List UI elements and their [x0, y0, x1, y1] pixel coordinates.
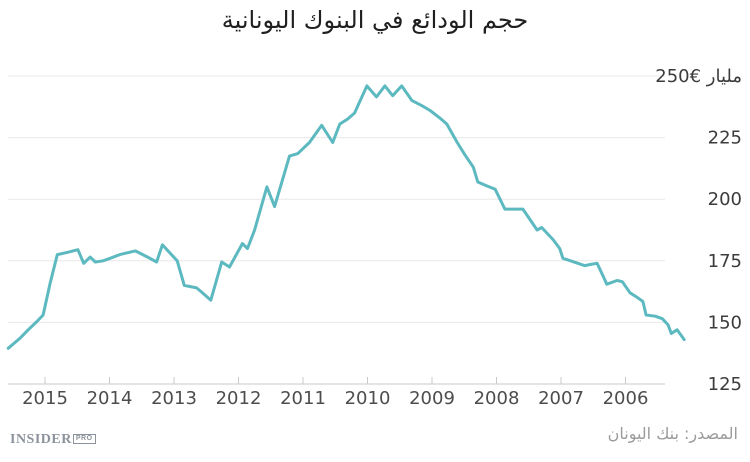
y-axis-label: 150: [708, 312, 742, 333]
y-axis-label: 250€ مليار: [655, 66, 742, 87]
logo-text: INSIDER: [10, 432, 72, 447]
x-axis-label: 2009: [409, 388, 455, 409]
deposits-line: [6, 84, 686, 350]
y-axis-label: 125: [708, 374, 742, 395]
y-axis-label: 225: [708, 128, 742, 149]
x-axis-label: 2015: [22, 388, 68, 409]
y-axis-label: 175: [708, 251, 742, 272]
x-axis-label: 2007: [538, 388, 584, 409]
x-axis-label: 2012: [216, 388, 262, 409]
x-axis-label: 2011: [280, 388, 326, 409]
logo-pro-badge: PRO: [72, 434, 96, 444]
x-axis-label: 2013: [151, 388, 197, 409]
insider-pro-logo: INSIDER PRO: [10, 433, 96, 447]
x-axis-label: 2006: [603, 388, 649, 409]
x-axis-label: 2008: [474, 388, 520, 409]
source-text: المصدر: بنك اليونان: [607, 424, 738, 443]
x-axis-label: 2010: [345, 388, 391, 409]
y-axis-label: 200: [708, 189, 742, 210]
x-axis-label: 2014: [87, 388, 133, 409]
chart-title: حجم الودائع في البنوك اليونانية: [221, 6, 529, 34]
